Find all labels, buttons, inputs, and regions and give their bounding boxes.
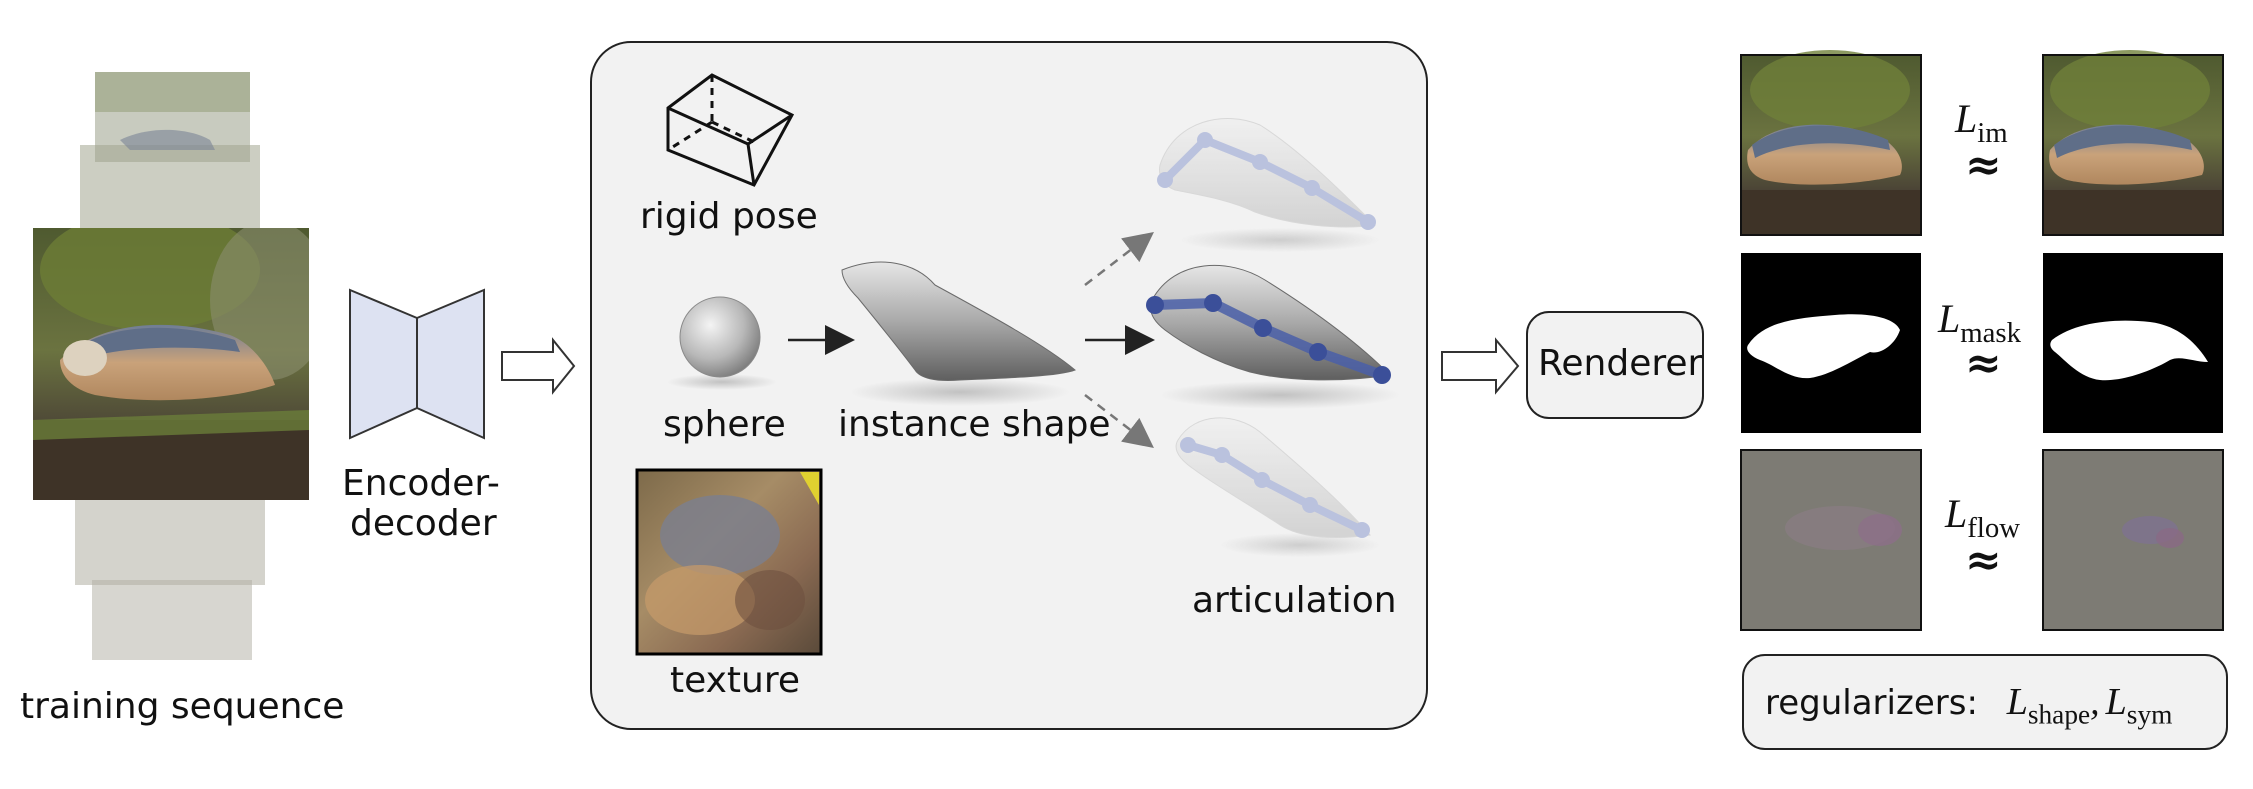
- training-sequence-label: training sequence: [20, 686, 345, 727]
- regularizer-separator: ,: [2090, 681, 2100, 723]
- image-observed: [2042, 50, 2224, 236]
- articulation-variant-top: [1157, 118, 1380, 252]
- arrow-to-articulation-top: [1084, 231, 1154, 286]
- articulation-label: articulation: [1192, 580, 1397, 621]
- instance-shape-mesh: [841, 261, 1076, 381]
- encoder-label-line1: Encoder-: [342, 463, 500, 504]
- renderer-label: Renderer: [1538, 343, 1703, 384]
- sphere-label: sphere: [663, 404, 786, 445]
- loss-flow-label: Lflow: [1945, 491, 2021, 545]
- approx-symbol-flow: ≈: [1965, 535, 2002, 586]
- articulation-variant-middle: [1146, 265, 1400, 409]
- rigid-pose-label: rigid pose: [640, 196, 818, 237]
- regularizers-box: [1742, 654, 2228, 750]
- flow-rendered: [1740, 449, 1922, 631]
- mask-rendered: [1741, 253, 1921, 433]
- mask-observed: [2043, 253, 2223, 433]
- texture-label: texture: [670, 660, 801, 701]
- image-rendered: [1740, 50, 1922, 236]
- loss-mask-label: Lmask: [1938, 296, 2022, 350]
- sequence-frame-front-2: [92, 580, 252, 660]
- regularizers-prefix: regularizers:: [1765, 683, 1978, 723]
- training-frame-main: [33, 228, 309, 500]
- arrow-to-articulation-bottom: [1084, 394, 1154, 449]
- approx-symbol-mask: ≈: [1965, 338, 2002, 389]
- cube-icon: [666, 73, 795, 187]
- articulation-variant-bottom: [1175, 417, 1380, 557]
- sequence-frame-front-1: [75, 495, 265, 585]
- encoder-decoder-icon: [349, 288, 485, 440]
- flow-observed: [2042, 449, 2224, 631]
- hollow-arrow-into-renderer: [1441, 337, 1520, 395]
- sequence-frame-back-2: [80, 145, 260, 235]
- training-sequence-stack: [33, 72, 309, 660]
- hollow-arrow-into-model: [501, 337, 576, 395]
- sphere-shape: [679, 296, 761, 378]
- loss-im-label: Lim: [1955, 96, 2008, 150]
- regularizers-label: regularizers: Lshape, Lsym: [1765, 680, 2172, 731]
- renderer-box: [1526, 311, 1704, 419]
- encoder-label-line2: decoder: [350, 503, 497, 544]
- texture-map: [635, 468, 823, 656]
- loss-shape-term: Lshape: [2006, 681, 2091, 730]
- loss-sym-term: Lsym: [2105, 681, 2173, 730]
- instance-shape-label: instance shape: [838, 404, 1111, 445]
- approx-symbol-im: ≈: [1965, 140, 2002, 191]
